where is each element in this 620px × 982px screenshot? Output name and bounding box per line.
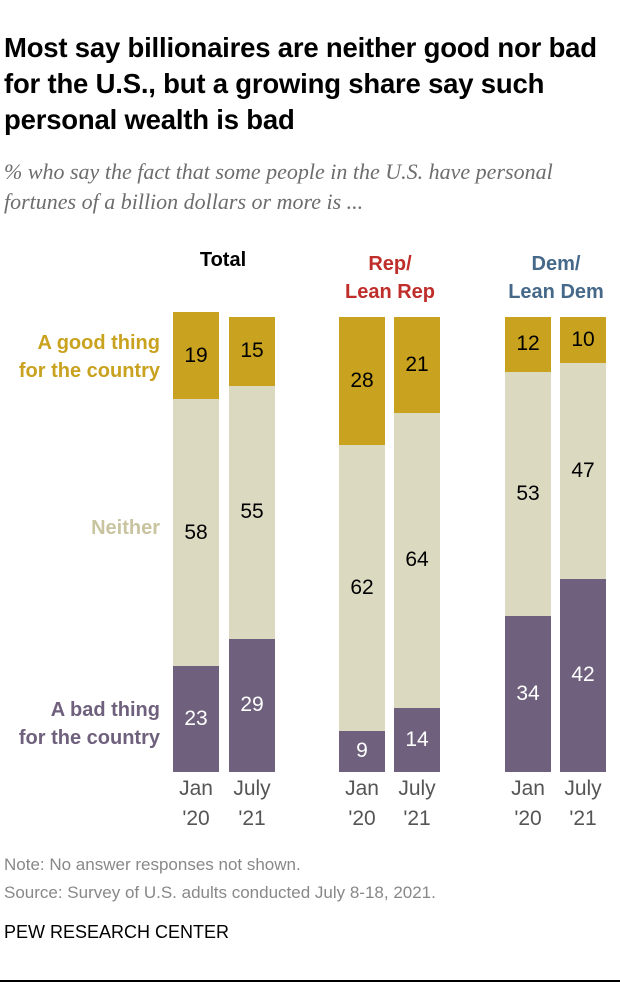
data-label: 62 xyxy=(350,576,374,599)
data-label: 19 xyxy=(184,343,208,367)
data-label: 47 xyxy=(571,458,595,482)
data-label: 64 xyxy=(405,548,429,572)
group-title-dem: Dem/Lean Dem xyxy=(508,253,604,303)
x-tick-label: July '21 xyxy=(564,777,602,830)
x-tick-label: July '21 xyxy=(233,777,271,830)
bar-good-0 xyxy=(173,312,219,400)
bar-good-2 xyxy=(339,316,385,446)
chart-subtitle: % who say the fact that some people in t… xyxy=(4,159,553,214)
bar-bad-1 xyxy=(229,638,275,772)
data-label: 23 xyxy=(184,707,208,731)
legend-label-bad: A bad thing for the country xyxy=(18,699,160,749)
brand-logo-text: PEW RESEARCH CENTER xyxy=(4,922,230,942)
data-label: 53 xyxy=(516,481,540,505)
bar-neither-0 xyxy=(173,399,219,667)
bar-good-4 xyxy=(505,316,551,372)
bar-neither-5 xyxy=(560,362,606,579)
legend-label-neither: Neither xyxy=(91,517,160,539)
bar-neither-4 xyxy=(505,371,551,616)
data-label: 34 xyxy=(516,681,540,705)
bar-good-1 xyxy=(229,316,275,386)
data-label: 14 xyxy=(405,727,429,751)
data-label: 10 xyxy=(571,327,595,351)
chart-title: Most say billionaires are neither good n… xyxy=(4,32,597,135)
data-label: 28 xyxy=(350,369,374,392)
bar-neither-1 xyxy=(229,385,275,639)
note: Note: No answer responses not shown. xyxy=(4,855,301,874)
data-label: 15 xyxy=(240,339,264,363)
bar-bad-3 xyxy=(394,707,440,772)
x-tick-label: Jan '20 xyxy=(179,777,213,830)
bar-neither-2 xyxy=(339,445,385,731)
bar-bad-4 xyxy=(505,615,551,772)
data-label: 55 xyxy=(240,500,264,524)
x-tick-label: July '21 xyxy=(398,777,436,830)
bar-good-3 xyxy=(394,316,440,414)
bar-bad-2 xyxy=(339,730,385,772)
x-tick-label: Jan '20 xyxy=(345,777,379,830)
data-label: 42 xyxy=(571,663,595,687)
bar-bad-0 xyxy=(173,666,219,772)
data-label: 58 xyxy=(184,520,208,544)
data-label: 21 xyxy=(405,352,429,376)
data-label: 29 xyxy=(240,693,264,717)
legend-label-good: A good thing for the country xyxy=(18,332,160,382)
group-title-rep: Rep/Lean Rep xyxy=(344,253,436,303)
group-title-total: Total xyxy=(199,249,247,271)
data-label: 9 xyxy=(356,739,368,763)
bar-bad-5 xyxy=(560,578,606,772)
data-label: 12 xyxy=(516,332,540,356)
x-tick-label: Jan '20 xyxy=(511,777,545,830)
source: Source: Survey of U.S. adults conducted … xyxy=(4,883,436,902)
bar-good-5 xyxy=(560,316,606,363)
bar-neither-3 xyxy=(394,413,440,708)
